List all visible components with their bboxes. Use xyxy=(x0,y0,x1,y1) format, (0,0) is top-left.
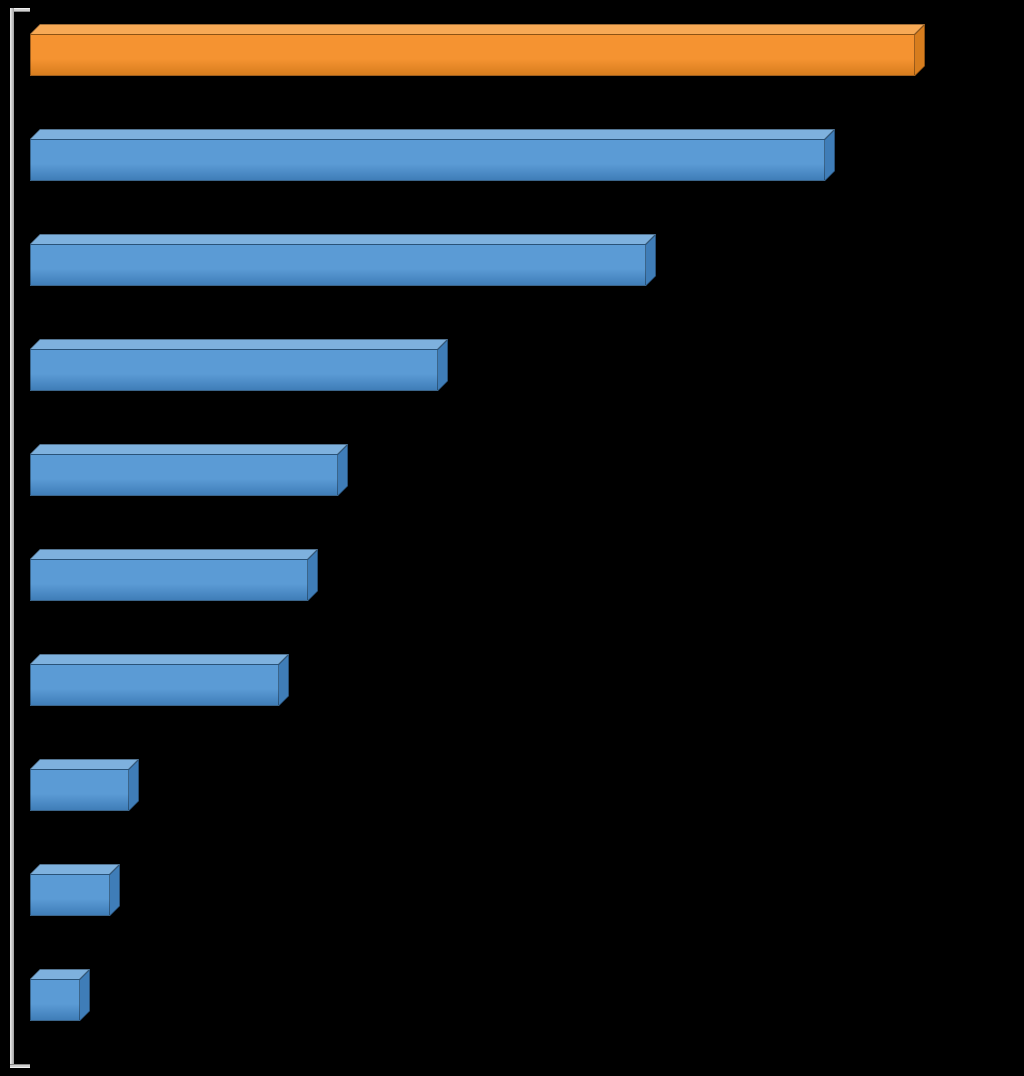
bar-2 xyxy=(30,244,656,296)
bar-face xyxy=(30,244,646,286)
bar-face xyxy=(30,34,915,76)
frame-bottom-edge xyxy=(10,1064,30,1068)
bar-4 xyxy=(30,454,348,506)
frame-left-edge xyxy=(10,8,14,1068)
bar-top-face xyxy=(30,129,835,139)
bar-7 xyxy=(30,769,139,821)
bar-9 xyxy=(30,979,90,1031)
bar-face xyxy=(30,664,279,706)
bar-top-face xyxy=(30,549,318,559)
bar-face xyxy=(30,874,110,916)
bar-top-face xyxy=(30,339,448,349)
bar-3 xyxy=(30,349,448,401)
bar-5 xyxy=(30,559,318,611)
bar-top-face xyxy=(30,759,139,769)
bar-top-face xyxy=(30,234,656,244)
bar-8 xyxy=(30,874,120,926)
bar-face xyxy=(30,559,308,601)
bar-side-face xyxy=(338,444,348,496)
bar-side-face xyxy=(129,759,139,811)
bar-top-face xyxy=(30,654,289,664)
bar-side-face xyxy=(308,549,318,601)
bar-side-face xyxy=(646,234,656,286)
bar-top-face xyxy=(30,24,925,34)
bar-side-face xyxy=(80,969,90,1021)
chart-axis-frame xyxy=(10,8,30,1068)
bar-side-face xyxy=(438,339,448,391)
horizontal-bar-chart xyxy=(0,0,1024,1076)
bar-side-face xyxy=(915,24,925,76)
bar-face xyxy=(30,454,338,496)
bar-face xyxy=(30,349,438,391)
bar-top-face xyxy=(30,444,348,454)
bar-face xyxy=(30,139,825,181)
bars-plot-area xyxy=(30,8,1024,1068)
bar-side-face xyxy=(279,654,289,706)
bar-1 xyxy=(30,139,835,191)
bar-6 xyxy=(30,664,289,716)
bar-face xyxy=(30,979,80,1021)
bar-face xyxy=(30,769,129,811)
bar-side-face xyxy=(110,864,120,916)
bar-side-face xyxy=(825,129,835,181)
bar-0 xyxy=(30,34,925,86)
bar-top-face xyxy=(30,864,120,874)
